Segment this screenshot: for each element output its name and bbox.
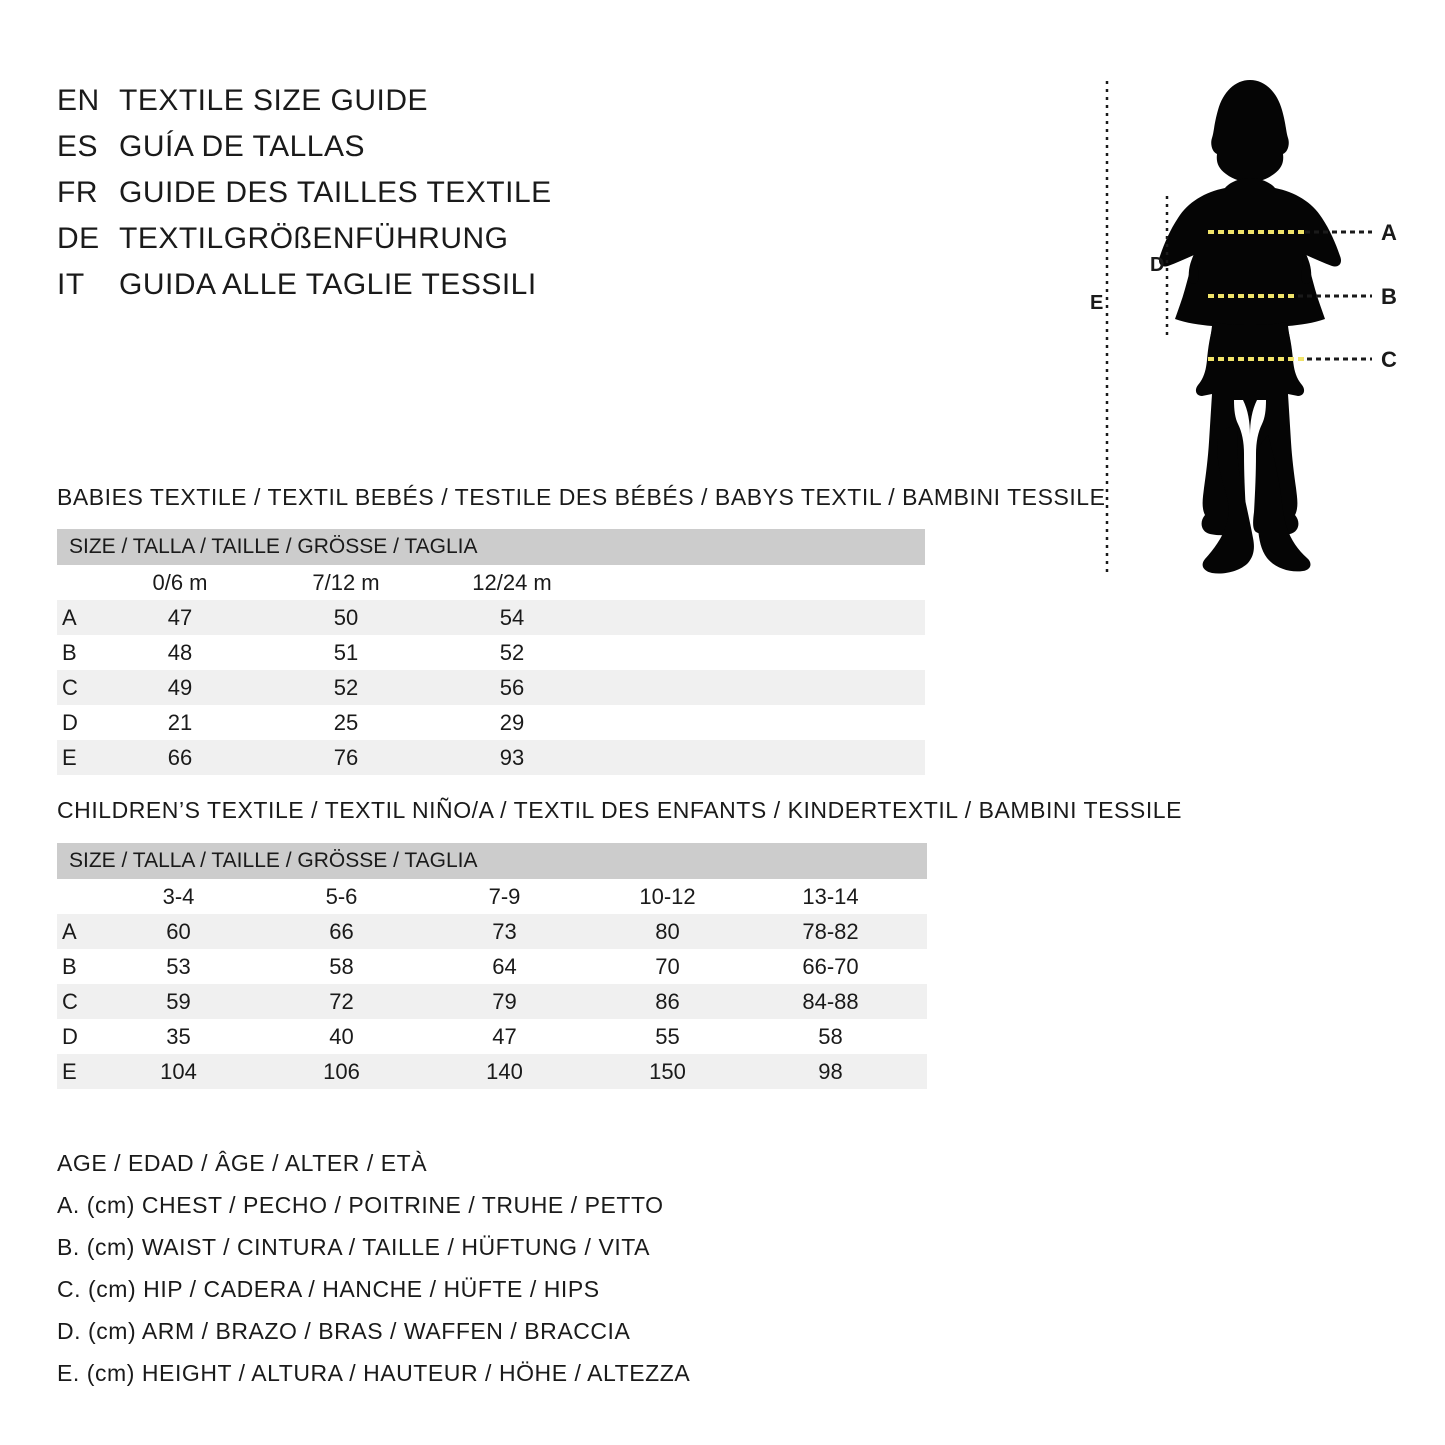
svg-text:A: A bbox=[1381, 220, 1397, 245]
svg-text:E: E bbox=[1090, 292, 1103, 314]
svg-text:C: C bbox=[1381, 347, 1397, 372]
svg-text:D: D bbox=[1150, 254, 1164, 276]
svg-text:B: B bbox=[1381, 284, 1397, 309]
